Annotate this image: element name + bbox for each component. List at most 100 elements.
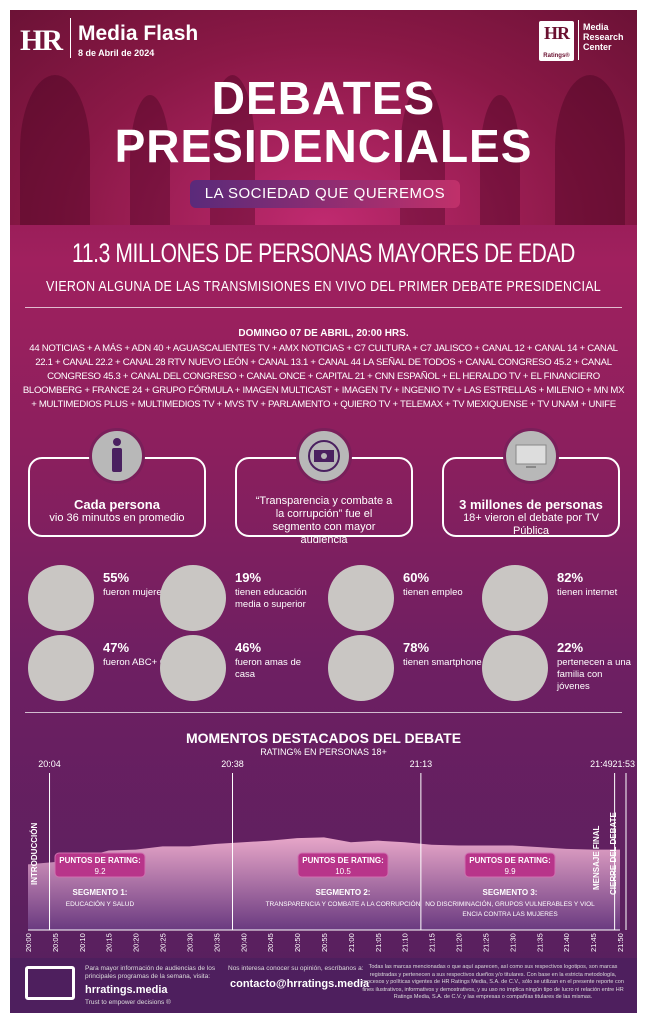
stat-percent: 82% <box>557 570 584 585</box>
stat-desc: fueron ABC+ C <box>103 657 167 668</box>
segment-topic: TRANSPARENCIA Y COMBATE A LA CORRUPCIÓN <box>266 899 421 908</box>
tv-icon <box>503 428 559 484</box>
rating-chart: 20:04 20:38 21:13 21:49 21:53 20:00 20:05 20:10… <box>24 759 635 952</box>
x-tick-label: 21:40 <box>562 933 571 952</box>
x-tick-label: 20:45 <box>266 933 275 952</box>
stat-percent: 47% <box>103 640 130 655</box>
x-tick-label: 20:00 <box>24 933 33 952</box>
vertical-label: INTRODUCCIÓN <box>30 823 39 885</box>
highlight-card: “Transparencia y combate a la corrupción… <box>235 457 413 546</box>
rating-value: 10.5 <box>335 867 351 876</box>
x-tick-label: 20:15 <box>105 933 114 952</box>
rating-label: PUNTOS DE RATING: <box>302 856 383 865</box>
rating-pill <box>464 852 556 878</box>
hr-logo: HR <box>20 24 63 57</box>
highlight-card: Cada persona vio 36 minutos en promedio <box>28 457 206 537</box>
x-tick-label: 21:05 <box>374 933 383 952</box>
x-tick-label: 20:10 <box>78 933 87 952</box>
stat-desc: tienen educación media o superior <box>235 587 307 610</box>
time-marker-label: 21:13 <box>410 759 433 769</box>
time-marker-label: 21:49 <box>590 759 613 769</box>
person-icon <box>89 428 145 484</box>
stat-desc: tienen internet <box>557 587 618 598</box>
channel-list: 44 NOTICIAS + A MÁS + ADN 40 + AGUASCALI… <box>22 343 625 410</box>
rating-value: 9.2 <box>94 867 106 876</box>
x-tick-label: 21:10 <box>401 933 410 952</box>
time-marker-label: 20:38 <box>221 759 244 769</box>
id-badge-icon <box>328 565 394 631</box>
segment-name: SEGMENTO 1: <box>73 888 128 897</box>
family-icon <box>482 635 548 701</box>
x-tick-label: 21:45 <box>589 933 598 952</box>
x-tick-label: 21:35 <box>535 933 544 952</box>
house-icon <box>160 635 226 701</box>
x-tick-label: 20:25 <box>159 933 168 952</box>
footer: Para mayor información de audiencias de … <box>10 958 637 1013</box>
monitor-chart-icon <box>25 966 75 1000</box>
x-tick-label: 21:20 <box>455 933 464 952</box>
headline: 11.3 MILLONES DE PERSONAS MAYORES DE EDA… <box>72 238 575 268</box>
wifi-icon <box>482 565 548 631</box>
x-tick-label: 21:00 <box>347 933 356 952</box>
rating-value: 9.9 <box>504 867 516 876</box>
time-marker-label: 20:04 <box>38 759 61 769</box>
segment-topic: ENCIA CONTRA LAS MUJERES <box>462 911 558 918</box>
x-tick-label: 20:30 <box>185 933 194 952</box>
rating-label: PUNTOS DE RATING: <box>469 856 550 865</box>
hr-ratings-logo: HR Ratings® <box>539 21 574 61</box>
stat-desc: fueron amas de casa <box>235 657 302 680</box>
x-tick-label: 20:40 <box>239 933 248 952</box>
stat-desc: pertenecen a una familia con jóvenes <box>557 657 631 692</box>
stat-percent: 55% <box>103 570 130 585</box>
segment-topic: EDUCACIÓN Y SALUD <box>66 899 135 908</box>
schedule: DOMINGO 07 DE ABRIL, 20:00 HRS. <box>238 328 409 339</box>
stat-desc: tienen smartphone <box>403 657 482 668</box>
moments-title: MOMENTOS DESTACADOS DEL DEBATE <box>185 730 462 746</box>
x-tick-label: 21:15 <box>428 933 437 952</box>
product-name: Media Flash <box>78 22 199 45</box>
x-tick-label: 20:50 <box>293 933 302 952</box>
rating-label: PUNTOS DE RATING: <box>59 856 140 865</box>
x-tick-label: 21:25 <box>481 933 490 952</box>
segment-name: SEGMENTO 2: <box>316 888 371 897</box>
partner-name: Media Research Center <box>583 22 624 52</box>
divider <box>25 307 622 308</box>
money-bag-icon <box>28 635 94 701</box>
stat-percent: 60% <box>403 570 430 585</box>
x-tick-label: 20:05 <box>51 933 60 952</box>
legal-text: Todas las marcas mencionadas o que aquí … <box>362 964 624 1000</box>
smartphone-icon <box>328 635 394 701</box>
stat-percent: 46% <box>235 640 262 655</box>
x-tick-label: 20:35 <box>212 933 221 952</box>
divider <box>25 712 622 713</box>
headline-sub: VIERON ALGUNA DE LAS TRANSMISIONES EN VI… <box>46 279 601 295</box>
woman-icon <box>28 565 94 631</box>
stat-percent: 19% <box>235 570 262 585</box>
x-tick-label: 20:55 <box>320 933 329 952</box>
rating-pill <box>54 852 146 878</box>
stat-desc: tienen empleo <box>403 587 463 598</box>
segment-name: SEGMENTO 3: <box>483 888 538 897</box>
title-line1: DEBATES <box>211 72 436 124</box>
site-link[interactable]: hrratings.media <box>85 984 168 996</box>
segment-topic: NO DISCRIMINACIÓN, GRUPOS VULNERABLES Y … <box>425 899 595 908</box>
stat-desc: fueron mujeres <box>103 587 167 598</box>
rating-pill <box>297 852 389 878</box>
title-line2: PRESIDENCIALES <box>114 120 533 172</box>
x-tick-label: 21:50 <box>616 933 625 952</box>
stat-percent: 22% <box>557 640 584 655</box>
x-tick-label: 20:20 <box>132 933 141 952</box>
header-banner: HR Media Flash 8 de Abril de 2024 HR Rati… <box>10 10 637 225</box>
graduation-cap-icon <box>160 565 226 631</box>
money-cycle-icon <box>296 428 352 484</box>
moments-subtitle: RATING% EN PERSONAS 18+ <box>260 747 387 757</box>
time-marker-label: 21:53 <box>612 759 635 769</box>
tagline-pill: LA SOCIEDAD QUE QUEREMOS <box>190 180 460 208</box>
infographic: HR Media Flash 8 de Abril de 2024 HR Rati… <box>10 10 637 1013</box>
stat-percent: 78% <box>403 640 430 655</box>
x-tick-label: 21:30 <box>508 933 517 952</box>
publish-date: 8 de Abril de 2024 <box>78 48 155 58</box>
vertical-label: CIERRE DEL DEBATE <box>609 812 618 895</box>
vertical-label: MENSAJE FINAL <box>592 825 601 890</box>
contact-email[interactable]: contacto@hrratings.media <box>230 978 370 990</box>
